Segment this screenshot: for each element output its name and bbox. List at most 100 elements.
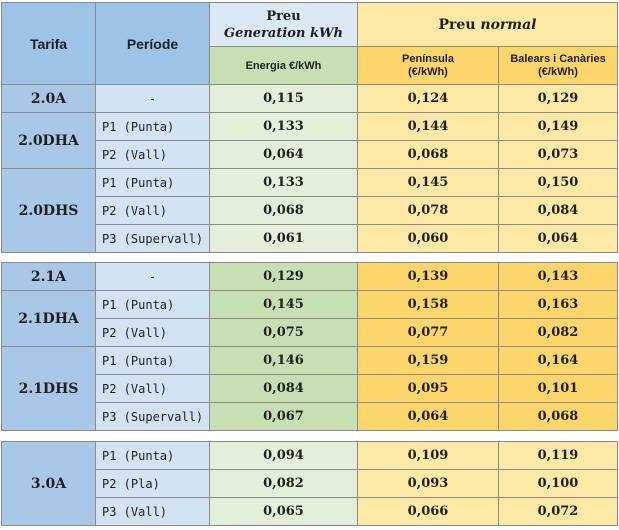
table-row: 2.1A -0,129 0,139 0,143 (1, 262, 618, 291)
generation-price-cell: 0,133 (209, 168, 358, 197)
header-gen-line1: Preu (266, 8, 301, 24)
balears-price-cell: 0,150 (497, 168, 619, 197)
generation-price-cell: 0,133 (209, 112, 358, 141)
header-tarifa: Tarifa (1, 2, 96, 85)
peninsula-price-cell: 0,077 (357, 318, 499, 347)
generation-price-cell: 0,068 (209, 196, 358, 225)
header-peninsula-name: Península (402, 52, 454, 65)
balears-price-cell: 0,129 (497, 84, 619, 113)
generation-price-cell: 0,146 (209, 346, 358, 375)
table-row: 2.0A -0,115 0,124 0,129 (1, 84, 619, 113)
balears-price-cell: 0,073 (497, 140, 619, 169)
tariff-table-group-1: Tarifa Període Preu Generation kWh Preu … (1, 2, 619, 253)
balears-price-cell: 0,163 (498, 290, 618, 319)
generation-price-cell: 0,067 (209, 402, 358, 431)
peninsula-price-cell: 0,159 (357, 346, 499, 375)
table-row: P2 (Pla) 0,082 0,093 0,100 (2, 469, 618, 498)
peninsula-price-cell: 0,093 (357, 469, 499, 498)
generation-price-cell: 0,075 (209, 318, 358, 347)
table-row: P3 (Supervall) 0,061 0,060 0,064 (2, 224, 619, 253)
periode-cell: P1 (Punta) (95, 168, 210, 197)
balears-price-cell: 0,119 (498, 441, 618, 470)
table-row: 2.1DHA P1 (Punta) 0,145 0,158 0,163 (1, 290, 618, 347)
header-generation-price: Preu Generation kWh (209, 2, 358, 47)
peninsula-price-cell: 0,145 (357, 168, 499, 197)
header-peninsula-unit: (€/kWh) (408, 65, 448, 78)
table-row: P2 (Vall) 0,084 0,095 0,101 (2, 374, 618, 403)
periode-cell: P2 (Vall) (95, 318, 210, 347)
periode-cell: P2 (Vall) (95, 374, 210, 403)
generation-price-cell: 0,064 (209, 140, 358, 169)
generation-price-cell: 0,094 (209, 441, 358, 470)
periode-cell: P2 (Vall) (95, 196, 210, 225)
table-row: 2.0DHA P1 (Punta) 0,133 0,144 0,149 (1, 112, 619, 169)
header-normal-price: Preu normal (356, 2, 619, 47)
periode-cell: P2 (Vall) (95, 140, 210, 169)
table-row: P3 (Vall) 0,065 0,066 0,072 (2, 497, 618, 526)
periode-cell: P3 (Vall) (95, 497, 210, 526)
peninsula-price-cell: 0,158 (357, 290, 499, 319)
generation-price-cell: 0,129 (209, 262, 358, 291)
balears-price-cell: 0,101 (498, 374, 618, 403)
periode-cell: P1 (Punta) (95, 112, 210, 141)
tariff-table-group-2: 2.1A -0,129 0,139 0,143 2.1DHA P1 (Punta) 0,14… (1, 262, 618, 431)
periode-cell: P1 (Punta) (95, 346, 210, 375)
balears-price-cell: 0,064 (497, 224, 619, 253)
table-row: 3.0A P1 (Punta) 0,094 0,109 0,119 (1, 441, 618, 526)
balears-price-cell: 0,149 (497, 112, 619, 141)
header-balears-unit: (€/kWh) (538, 65, 578, 78)
peninsula-price-cell: 0,078 (357, 196, 499, 225)
balears-price-cell: 0,072 (498, 497, 618, 526)
peninsula-price-cell: 0,060 (357, 224, 499, 253)
peninsula-price-cell: 0,144 (357, 112, 499, 141)
table-row: P2 (Vall) 0,068 0,078 0,084 (2, 196, 619, 225)
balears-price-cell: 0,084 (497, 196, 619, 225)
table-row: P3 (Supervall) 0,067 0,064 0,068 (2, 402, 618, 431)
tarifa-cell: 2.0DHA (1, 112, 96, 169)
periode-cell: - (95, 262, 210, 291)
header-normal-prefix: Preu (438, 16, 476, 33)
table-row: 2.1DHS P1 (Punta) 0,146 0,159 0,164 (1, 346, 618, 431)
tarifa-cell: 2.1DHS (1, 346, 96, 431)
balears-price-cell: 0,068 (498, 402, 618, 431)
tariff-table-group-3: 3.0A P1 (Punta) 0,094 0,109 0,119 P2 (Pla) 0,0… (1, 441, 618, 526)
table-row: P2 (Vall) 0,075 0,077 0,082 (2, 318, 618, 347)
tarifa-cell: 2.0DHS (1, 168, 96, 253)
generation-price-cell: 0,145 (209, 290, 358, 319)
peninsula-price-cell: 0,095 (357, 374, 499, 403)
peninsula-price-cell: 0,124 (357, 84, 499, 113)
generation-price-cell: 0,061 (209, 224, 358, 253)
tarifa-cell: 2.1A (1, 262, 96, 291)
header-gen-line2: Generation kWh (223, 25, 344, 41)
generation-price-cell: 0,084 (209, 374, 358, 403)
tarifa-cell: 2.0A (1, 84, 96, 113)
balears-price-cell: 0,164 (498, 346, 618, 375)
periode-cell: P1 (Punta) (95, 441, 210, 470)
balears-price-cell: 0,082 (498, 318, 618, 347)
peninsula-price-cell: 0,066 (357, 497, 499, 526)
tarifa-cell: 3.0A (1, 441, 96, 526)
balears-price-cell: 0,143 (498, 262, 618, 291)
generation-price-cell: 0,115 (209, 84, 358, 113)
peninsula-price-cell: 0,068 (357, 140, 499, 169)
header-normal-suffix: normal (480, 16, 537, 33)
balears-price-cell: 0,100 (498, 469, 618, 498)
periode-cell: - (95, 84, 210, 113)
table-row: 2.0DHS P1 (Punta) 0,133 0,145 0,150 (1, 168, 619, 253)
header-balears-canaries: Balears i Canàries (€/kWh) (497, 46, 619, 85)
generation-price-cell: 0,082 (209, 469, 358, 498)
header-energia: Energia €/kWh (209, 46, 358, 85)
peninsula-price-cell: 0,064 (357, 402, 499, 431)
header-periode: Període (95, 2, 210, 85)
generation-price-cell: 0,065 (209, 497, 358, 526)
table-row: P2 (Vall) 0,064 0,068 0,073 (2, 140, 619, 169)
periode-cell: P2 (Pla) (95, 469, 210, 498)
peninsula-price-cell: 0,139 (357, 262, 499, 291)
periode-cell: P3 (Supervall) (95, 402, 210, 431)
header-balears-name: Balears i Canàries (510, 52, 606, 65)
peninsula-price-cell: 0,109 (357, 441, 499, 470)
periode-cell: P3 (Supervall) (95, 224, 210, 253)
periode-cell: P1 (Punta) (95, 290, 210, 319)
tarifa-cell: 2.1DHA (1, 290, 96, 347)
header-peninsula: Península (€/kWh) (357, 46, 499, 85)
